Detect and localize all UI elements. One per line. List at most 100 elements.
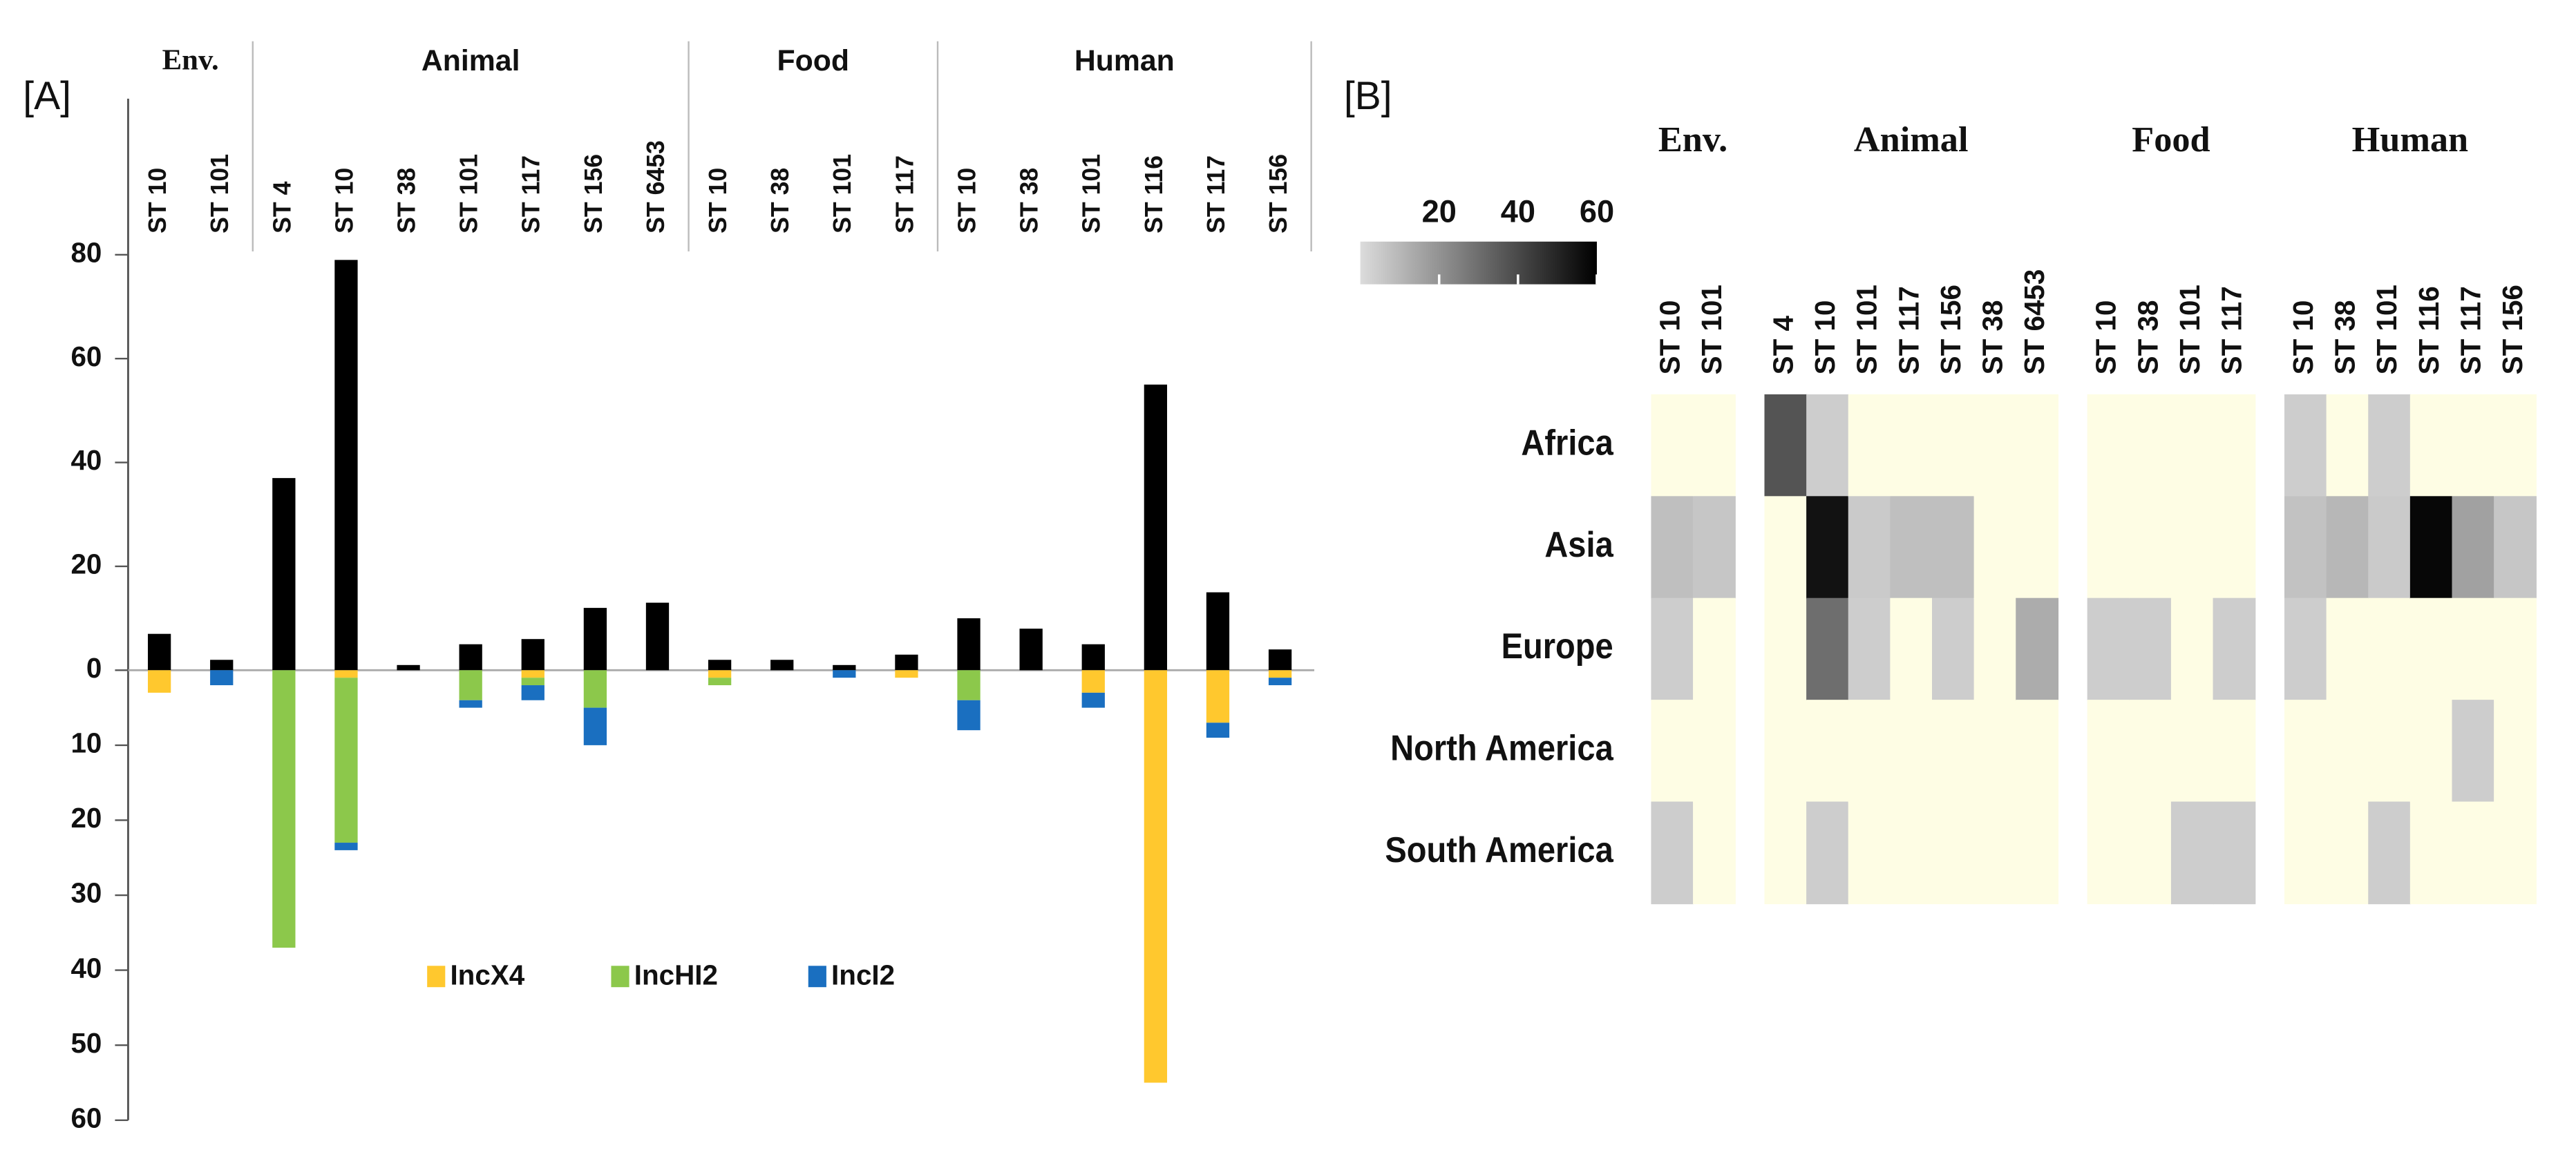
stack-segment bbox=[1268, 678, 1292, 686]
heat-cell bbox=[2368, 394, 2412, 497]
stack-segment bbox=[1206, 670, 1230, 723]
column-label: ST 156 bbox=[1935, 285, 1967, 374]
y-tick-label: 0 bbox=[86, 652, 102, 684]
stack-segment bbox=[957, 700, 981, 731]
heat-cell bbox=[2170, 496, 2214, 599]
total-bar bbox=[521, 639, 544, 671]
colorbar-tick-label: 60 bbox=[1580, 193, 1614, 229]
column-label: ST 156 bbox=[2497, 285, 2528, 374]
heat-cell bbox=[1651, 394, 1694, 497]
heat-cell bbox=[1890, 496, 1933, 599]
column-label: ST 38 bbox=[1977, 300, 2009, 375]
y-tick-label: 20 bbox=[70, 548, 102, 580]
row-label: North America bbox=[1390, 727, 1613, 768]
column-label: ST 10 bbox=[1809, 300, 1841, 375]
stack-segment bbox=[334, 678, 358, 843]
heat-cell bbox=[2494, 394, 2537, 497]
heat-cell bbox=[2409, 801, 2453, 905]
heat-cell bbox=[1806, 700, 1849, 803]
x-tick-label: ST 101 bbox=[455, 154, 483, 233]
heat-cell bbox=[1973, 700, 2017, 803]
heat-cell bbox=[2368, 597, 2412, 701]
heat-cell bbox=[2368, 801, 2412, 905]
total-bar bbox=[334, 260, 358, 671]
heat-cell bbox=[1973, 597, 2017, 701]
heat-cell bbox=[2284, 801, 2327, 905]
heat-cell bbox=[2087, 801, 2130, 905]
heat-cell bbox=[1693, 700, 1736, 803]
stack-segment bbox=[521, 685, 544, 700]
heat-cell bbox=[1848, 394, 1891, 497]
heat-cell bbox=[2129, 496, 2172, 599]
heat-cell bbox=[1693, 394, 1736, 497]
stack-segment bbox=[1206, 722, 1230, 738]
heat-cell bbox=[2409, 597, 2453, 701]
column-label: ST 4 bbox=[1767, 316, 1799, 375]
stack-segment bbox=[459, 700, 482, 708]
legend-label: IncX4 bbox=[450, 959, 524, 991]
colorbar bbox=[1360, 241, 1597, 285]
heat-cell bbox=[2452, 496, 2495, 599]
heat-cell bbox=[1651, 597, 1694, 701]
heat-cell bbox=[1764, 597, 1808, 701]
legend-label: IncI2 bbox=[831, 959, 895, 991]
heat-cell bbox=[2213, 394, 2256, 497]
heat-cell bbox=[1890, 394, 1933, 497]
stack-segment bbox=[272, 670, 296, 948]
heat-cell bbox=[1890, 597, 1933, 701]
total-bar bbox=[708, 660, 732, 671]
heat-cell bbox=[1693, 597, 1736, 701]
x-tick-label: ST 117 bbox=[891, 155, 918, 233]
heat-cell bbox=[2409, 700, 2453, 803]
y2-tick-label: 60 bbox=[70, 1102, 102, 1133]
x-tick-label: ST 101 bbox=[1078, 154, 1106, 233]
heat-cell bbox=[2284, 700, 2327, 803]
column-label: ST 10 bbox=[1654, 300, 1685, 375]
heat-cell bbox=[1932, 597, 1975, 701]
heat-cell bbox=[2213, 496, 2256, 599]
stack-segment bbox=[459, 670, 482, 700]
heat-cell bbox=[1806, 496, 1849, 599]
total-bar bbox=[833, 664, 856, 671]
heat-cell bbox=[2452, 394, 2495, 497]
heat-cell bbox=[2368, 700, 2412, 803]
heat-cell bbox=[2016, 801, 2059, 905]
column-label: ST 101 bbox=[1851, 285, 1883, 374]
heat-cell bbox=[2452, 700, 2495, 803]
heat-cell bbox=[2213, 700, 2256, 803]
x-tick-label: ST 10 bbox=[953, 168, 981, 233]
y2-tick-label: 40 bbox=[70, 952, 102, 984]
heat-cell bbox=[1651, 700, 1694, 803]
heat-cell bbox=[2284, 394, 2327, 497]
heat-cell bbox=[1932, 394, 1975, 497]
total-bar bbox=[459, 644, 482, 671]
heat-cell bbox=[1764, 801, 1808, 905]
total-bar bbox=[645, 602, 670, 671]
heat-cell bbox=[1764, 700, 1808, 803]
row-label: South America bbox=[1385, 830, 1613, 870]
heat-cell bbox=[2452, 801, 2495, 905]
stack-segment bbox=[583, 707, 607, 745]
heat-cell bbox=[1890, 801, 1933, 905]
column-label: ST 101 bbox=[2371, 285, 2403, 374]
y-tick-label: 40 bbox=[70, 444, 102, 476]
heat-cell bbox=[2326, 394, 2369, 497]
heat-cell bbox=[1848, 597, 1891, 701]
stack-segment bbox=[210, 670, 234, 686]
group-label: Human bbox=[2352, 119, 2469, 160]
stack-segment bbox=[895, 670, 918, 678]
heat-cell bbox=[1764, 496, 1808, 599]
total-bar bbox=[1144, 384, 1168, 671]
stack-segment bbox=[1081, 692, 1105, 708]
total-bar bbox=[895, 654, 918, 671]
column-label: ST 38 bbox=[2132, 300, 2163, 375]
heat-cell bbox=[1973, 801, 2017, 905]
stack-segment bbox=[708, 670, 732, 678]
heat-cell bbox=[2016, 597, 2059, 701]
total-bar bbox=[1268, 649, 1292, 671]
column-label: ST 117 bbox=[2454, 286, 2486, 374]
x-tick-label: ST 10 bbox=[330, 168, 358, 233]
heat-cell bbox=[2326, 801, 2369, 905]
heat-cell bbox=[1932, 700, 1975, 803]
